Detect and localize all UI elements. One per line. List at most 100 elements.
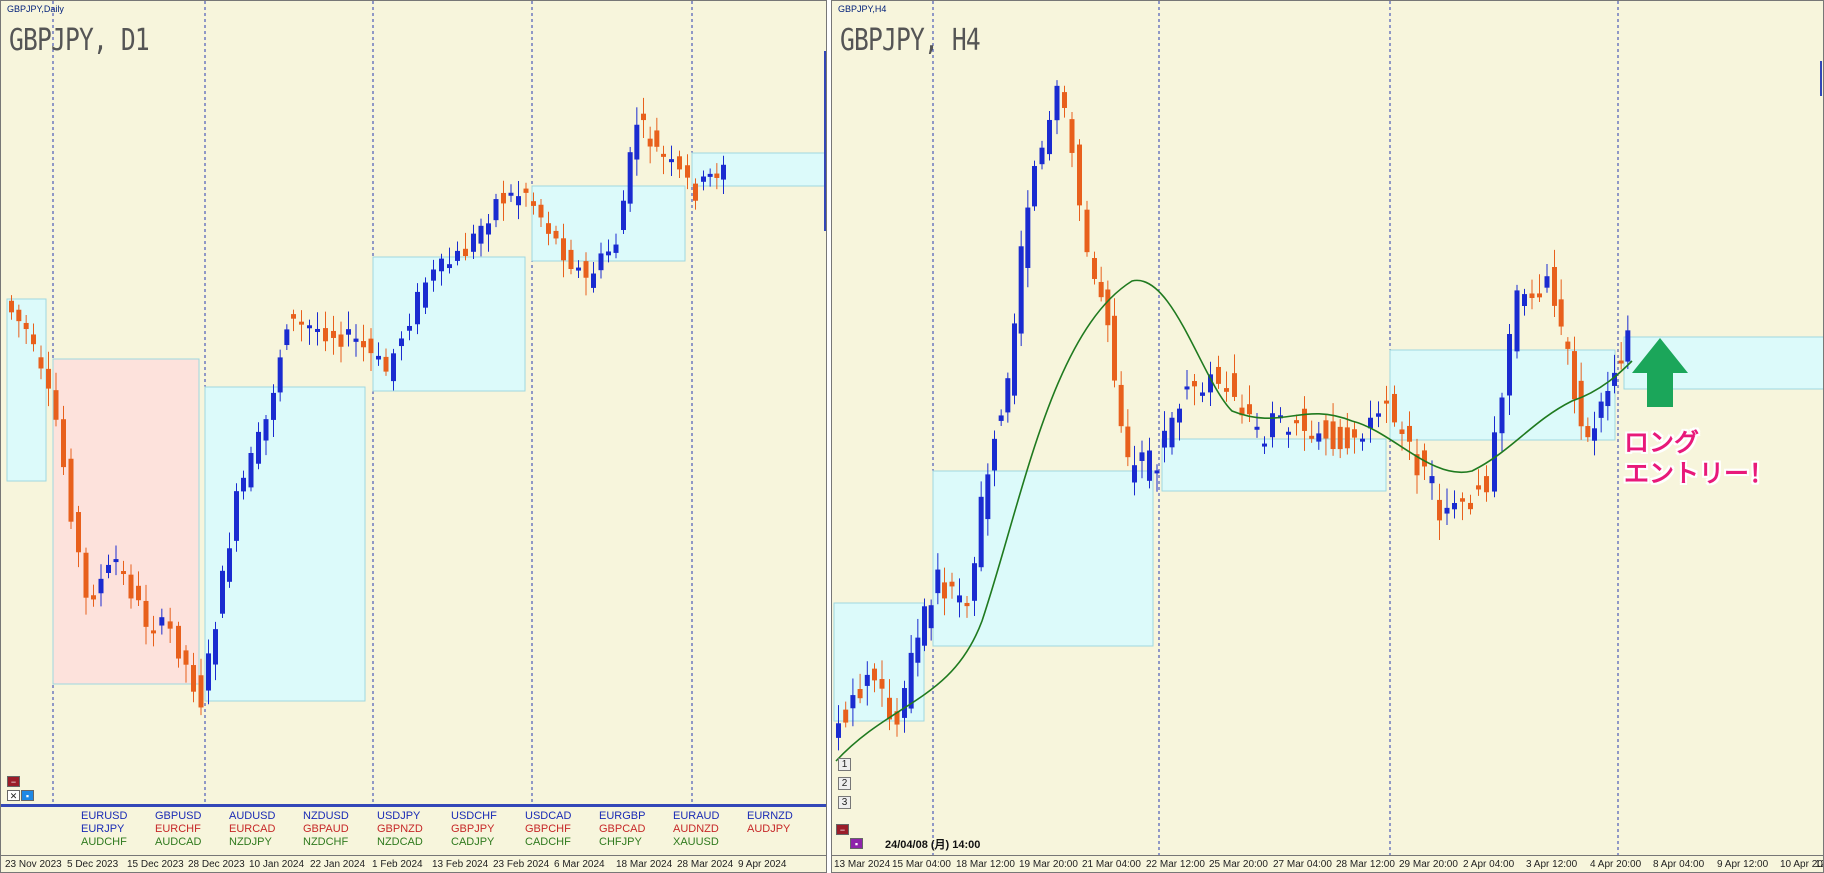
candle-body [523,188,529,193]
symbol-eurnzd[interactable]: EURNZD [747,810,793,822]
candle-body [985,474,991,520]
candle-body [407,325,412,331]
range-box [691,152,826,187]
symbol-gbpnzd[interactable]: GBPNZD [377,823,423,835]
candle-body [16,309,22,322]
symbol-eurcad[interactable]: EURCAD [229,823,276,835]
candle-body [1054,85,1060,121]
symbol-usdcad[interactable]: USDCAD [525,810,572,822]
zoom-level-1-button[interactable]: 1 [838,758,851,771]
zoom-level-2-button[interactable]: 2 [838,777,851,790]
candle-body [361,341,366,348]
candle-body [1216,366,1221,384]
symbol-cadchf[interactable]: CADCHF [525,836,571,848]
zoom-level-3-button[interactable]: 3 [838,796,851,809]
candle-body [669,159,674,163]
symbol-nzdusd[interactable]: NZDUSD [303,810,349,822]
candle-body [598,253,604,271]
symbol-euraud[interactable]: EURAUD [673,810,720,822]
candle-body [121,571,126,575]
settings-icon[interactable]: ▪ [21,790,34,801]
candle-body [1025,207,1031,268]
candle-body [263,419,269,441]
candle-body [9,300,14,313]
candle-body [1294,420,1299,424]
symbol-audnzd[interactable]: AUDNZD [673,823,719,835]
date-tick-label: 27 Mar 04:00 [1273,859,1332,870]
symbol-gbpjpy[interactable]: GBPJPY [451,823,495,835]
symbol-audchf[interactable]: AUDCHF [81,836,127,848]
symbol-usdjpy[interactable]: USDJPY [377,810,421,822]
h4-candlestick-plot[interactable] [832,1,1824,856]
candle-body [91,595,96,600]
date-tick-label: 29 Mar 20:00 [1399,859,1458,870]
close-panel-button[interactable]: − [836,824,849,835]
date-tick-label: 15 Dec 2023 [127,859,184,870]
symbol-nzdjpy[interactable]: NZDJPY [229,836,272,848]
daily-candlestick-plot[interactable] [1,1,827,804]
date-tick-label: 6 Mar 2024 [554,859,605,870]
candle-body [220,570,225,614]
candle-body [291,314,296,319]
candle-body [1092,258,1097,279]
symbol-nzdcad[interactable]: NZDCAD [377,836,423,848]
candle-body [634,124,640,160]
candle-body [576,267,581,271]
candle-body [568,249,574,270]
candle-body [538,204,544,218]
symbol-eurjpy[interactable]: EURJPY [81,823,125,835]
candle-body [591,273,596,288]
candle-body [206,653,211,691]
h4-chart-window[interactable]: GBPJPY,H4 GBPJPY, H4 ロング エントリー！ 1 2 3 − … [831,0,1824,873]
candle-body [234,491,239,541]
symbol-audusd[interactable]: AUDUSD [229,810,276,822]
candle-body [1316,433,1322,442]
settings-icon[interactable]: ▪ [850,838,863,849]
candle-body [447,264,452,269]
symbol-gbpchf[interactable]: GBPCHF [525,823,571,835]
candle-body [1018,246,1024,334]
symbol-xauusd[interactable]: XAUUSD [673,836,719,848]
candle-body [1039,147,1045,165]
candle-body [894,711,900,725]
symbol-chfjpy[interactable]: CHFJPY [599,836,642,848]
candle-body [46,368,51,389]
candle-body [277,357,283,393]
candle-body [621,200,626,231]
candle-body [1224,388,1229,392]
date-tick-label: 23 Nov 2023 [5,859,62,870]
candle-body [23,322,29,330]
candle-body [31,334,36,345]
date-axis: 23 Nov 2023 5 Dec 2023 15 Dec 2023 28 Dec 2… [1,855,826,872]
candle-body [1309,435,1315,439]
symbol-audjpy[interactable]: AUDJPY [747,823,791,835]
symbol-eurusd[interactable]: EURUSD [81,810,128,822]
candle-body [176,625,181,659]
candle-body [1499,397,1505,434]
symbol-cadjpy[interactable]: CADJPY [451,836,495,848]
candle-body [1139,452,1145,461]
candle-body [191,665,196,692]
candle-body [1105,289,1111,326]
candle-body [864,674,870,686]
close-icon[interactable]: ✕ [7,790,20,801]
symbol-eurgbp[interactable]: EURGBP [599,810,646,822]
symbol-usdchf[interactable]: USDCHF [451,810,497,822]
date-tick-label: 3 Apr 12:00 [1526,859,1578,870]
symbol-eurchf[interactable]: EURCHF [155,823,201,835]
symbol-gbpaud[interactable]: GBPAUD [303,823,349,835]
close-panel-button[interactable]: − [7,776,20,787]
candle-body [701,176,706,182]
symbol-gbpcad[interactable]: GBPCAD [599,823,646,835]
candle-body [1392,393,1397,423]
daily-chart-window[interactable]: GBPJPY,Daily GBPJPY, D1 − ✕ ▪ EURUSD EURJ… [0,0,827,873]
date-tick-label: 18 Mar 12:00 [956,859,1015,870]
candle-body [1437,499,1442,521]
candle-body [843,709,849,723]
candle-body [471,233,476,252]
candle-body [1612,372,1617,386]
symbol-gbpusd[interactable]: GBPUSD [155,810,202,822]
candle-body [1507,334,1512,396]
symbol-nzdchf[interactable]: NZDCHF [303,836,349,848]
symbol-audcad[interactable]: AUDCAD [155,836,202,848]
